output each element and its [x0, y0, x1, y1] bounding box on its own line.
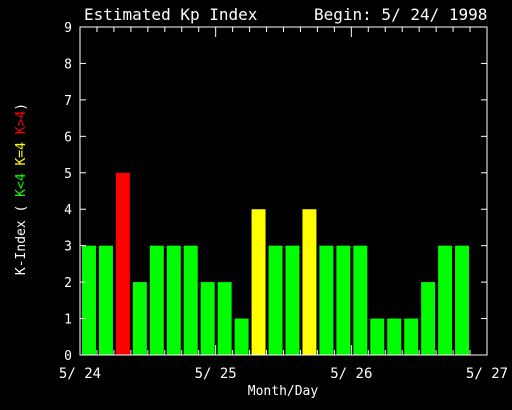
bar-series [82, 172, 470, 355]
y-axis-label-part-0: K-Index ( [14, 205, 29, 275]
y-tick-label-0: 0 [64, 349, 72, 364]
bar-3 [132, 282, 147, 355]
chart-axes [79, 26, 488, 356]
bar-16 [353, 245, 368, 355]
chart-begin-date: Begin: 5/ 24/ 1998 [314, 5, 487, 24]
y-axis-label-part-4: ) [14, 103, 29, 111]
y-axis-label-part-2: K=4 [14, 142, 29, 173]
x-tick-label-2: 5/ 26 [330, 366, 372, 382]
y-tick-label-1: 1 [64, 313, 72, 328]
chart-title: Estimated Kp Index [84, 5, 258, 24]
y-tick-label-9: 9 [64, 21, 72, 36]
bar-7 [200, 282, 215, 355]
bar-18 [387, 318, 402, 355]
bar-19 [404, 318, 419, 355]
y-axis-label: K-Index ( K<4 K=4 K>4) [14, 103, 29, 275]
bar-6 [183, 245, 198, 355]
x-axis-label: Month/Day [248, 384, 319, 399]
bar-17 [370, 318, 385, 355]
bar-1 [98, 245, 113, 355]
bar-22 [455, 245, 470, 355]
bar-4 [149, 245, 164, 355]
x-tick-label-3: 5/ 27 [466, 366, 508, 382]
bar-5 [166, 245, 181, 355]
y-axis-label-part-3: K>4 [14, 111, 29, 142]
y-tick-label-7: 7 [64, 94, 72, 109]
y-tick-label-8: 8 [64, 57, 72, 72]
y-tick-label-4: 4 [64, 203, 72, 218]
bar-12 [285, 245, 300, 355]
y-tick-label-6: 6 [64, 130, 72, 145]
x-tick-label-0: 5/ 24 [59, 366, 101, 382]
y-tick-label-3: 3 [64, 240, 72, 255]
x-tick-label-1: 5/ 25 [195, 366, 237, 382]
y-axis-label-part-1: K<4 [14, 173, 29, 204]
bar-0 [82, 245, 96, 355]
bar-15 [336, 245, 351, 355]
bar-21 [438, 245, 453, 355]
bar-14 [319, 245, 334, 355]
bar-2 [115, 172, 130, 355]
bar-20 [421, 282, 436, 355]
bar-11 [268, 245, 283, 355]
bar-10 [251, 209, 266, 355]
bar-9 [234, 318, 249, 355]
bar-13 [302, 209, 317, 355]
y-tick-labels: 0 1 2 3 4 5 6 7 8 9 [64, 21, 72, 364]
x-tick-labels: 5/ 24 5/ 25 5/ 26 5/ 27 [59, 366, 508, 382]
y-tick-label-2: 2 [64, 276, 72, 291]
bar-8 [217, 282, 232, 355]
y-tick-label-5: 5 [64, 167, 72, 182]
